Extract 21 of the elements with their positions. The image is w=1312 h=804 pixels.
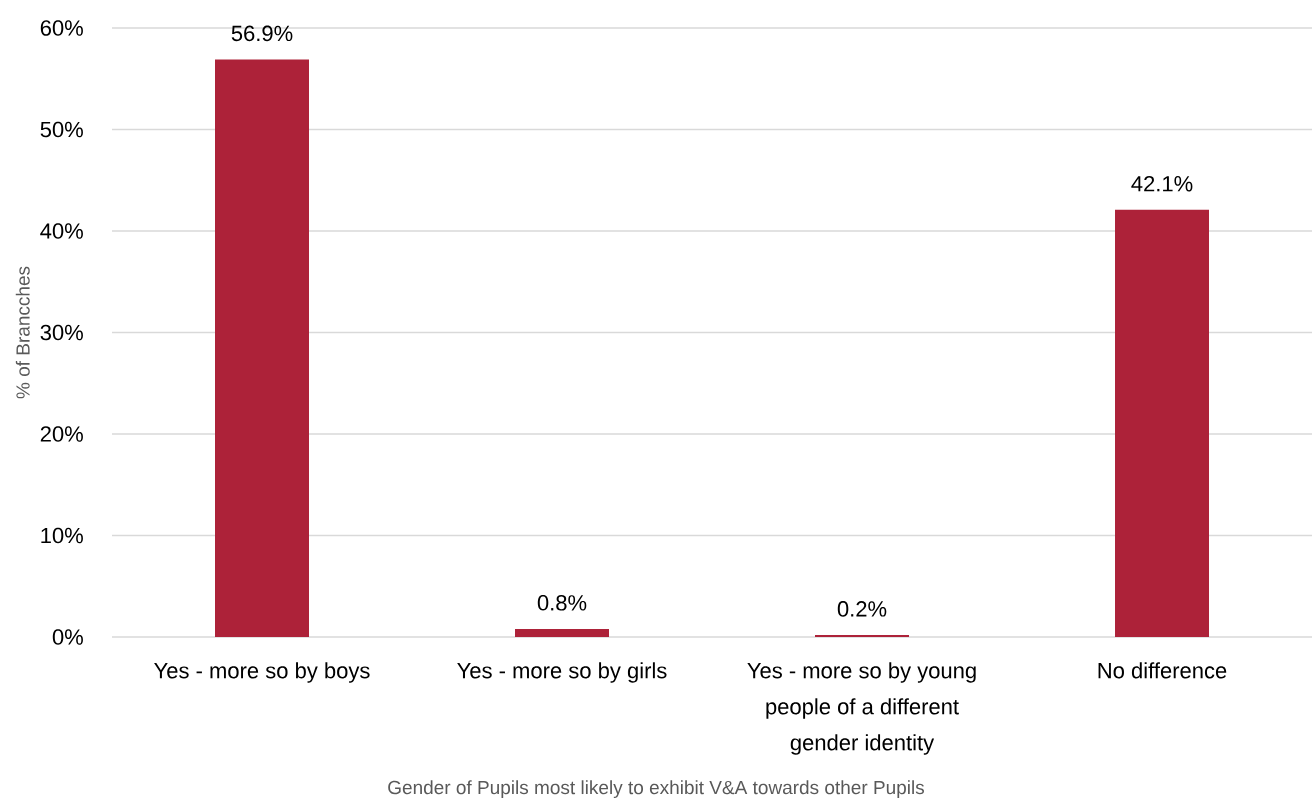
x-axis-title: Gender of Pupils most likely to exhibit V&A towards other Pupils — [388, 780, 925, 798]
y-tick-label: 30% — [40, 324, 83, 341]
bar — [815, 634, 910, 637]
data-label: 42.1% — [1131, 175, 1193, 192]
data-label: 56.9% — [231, 25, 293, 42]
x-tick-label: No difference — [1098, 662, 1227, 679]
y-tick-label: 0% — [52, 629, 83, 645]
x-tick-label: Yes - more so by young people of a different gender identity — [747, 662, 976, 755]
x-tick-label: Yes - more so by boys — [154, 662, 370, 683]
data-label: 0.2% — [837, 601, 887, 617]
x-tick-label: Yes - more so by girls — [457, 662, 667, 683]
data-label: 0.8% — [537, 595, 587, 611]
y-tick-label: 20% — [40, 426, 83, 442]
bar — [1115, 209, 1210, 637]
bar — [215, 59, 310, 637]
y-tick-label: 50% — [40, 121, 83, 138]
y-tick-label: 60% — [40, 20, 83, 36]
y-tick-label: 40% — [40, 223, 83, 239]
y-tick-label: 10% — [41, 527, 83, 544]
y-axis-title: % of Brancches — [15, 266, 30, 399]
bar — [515, 628, 610, 637]
